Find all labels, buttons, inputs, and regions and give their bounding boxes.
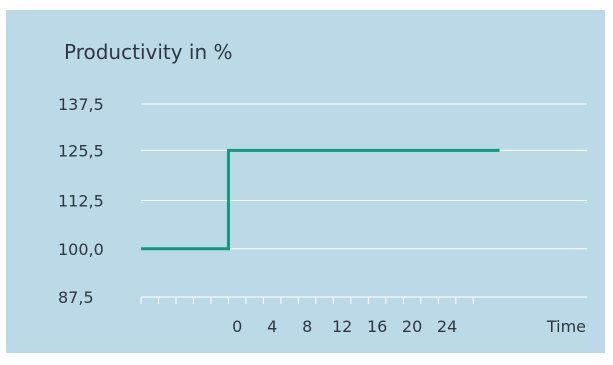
y-tick-label: 137,5: [58, 95, 104, 114]
chart-title: Productivity in %: [64, 40, 233, 64]
x-tick-label: 4: [267, 317, 277, 336]
y-tick-label: 100,0: [58, 240, 104, 259]
x-axis: [140, 296, 483, 304]
x-axis-label: Time: [546, 317, 586, 336]
y-tick-label: 112,5: [58, 192, 104, 211]
x-tick-label: 12: [332, 317, 352, 336]
y-tick-label: 87,5: [58, 288, 94, 307]
x-tick-labels: 0 4 8 12 16 20 24: [232, 317, 457, 336]
x-tick-label: 24: [437, 317, 457, 336]
productivity-line: [141, 148, 500, 251]
x-tick-label: 16: [367, 317, 387, 336]
x-tick-label: 0: [232, 317, 242, 336]
y-tick-label: 125,5: [58, 141, 104, 160]
chart-card: Productivity in %: [6, 10, 605, 353]
x-tick-label: 20: [402, 317, 422, 336]
series-group: [141, 148, 500, 251]
x-tick-label: 8: [302, 317, 312, 336]
grid-lines: [141, 103, 587, 298]
y-tick-labels: 137,5 125,5 112,5 100,0 87,5: [58, 95, 104, 307]
